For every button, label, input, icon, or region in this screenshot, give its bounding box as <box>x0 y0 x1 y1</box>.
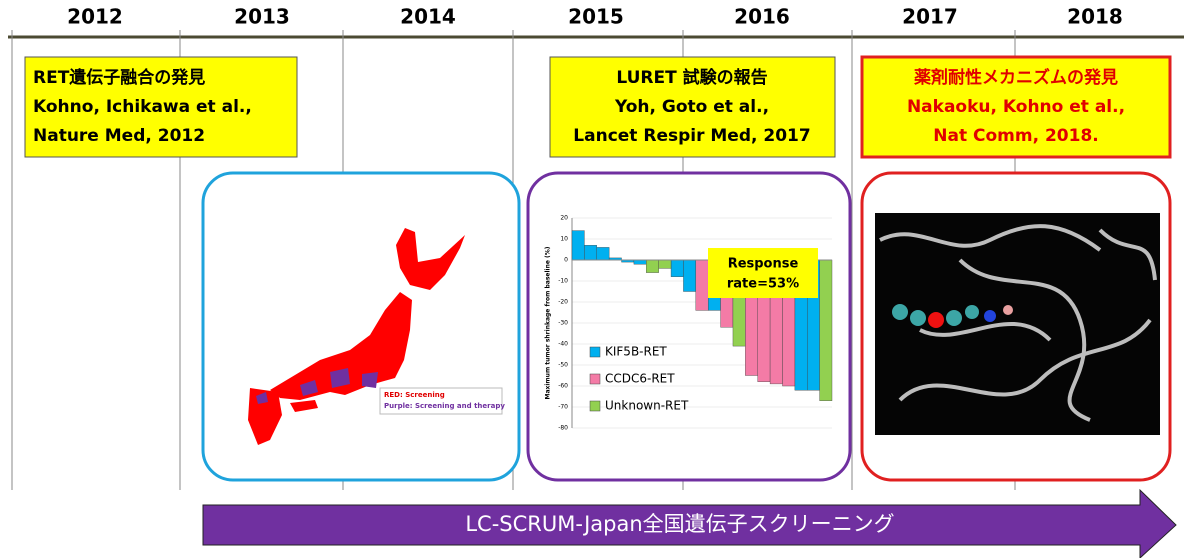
legend-swatch <box>590 401 600 411</box>
y-tick-label: 0 <box>564 257 568 264</box>
bar <box>671 260 683 277</box>
year-label: 2016 <box>734 5 790 29</box>
year-label: 2013 <box>234 5 290 29</box>
annotation-text: rate=53% <box>727 277 799 292</box>
box-text: Nature Med, 2012 <box>33 126 205 146</box>
slide: RED: Screening Purple: Screening and the… <box>0 0 1184 558</box>
y-tick-label: -20 <box>558 299 568 306</box>
year-label: 2018 <box>1067 5 1123 29</box>
legend-swatch <box>590 347 600 357</box>
box-text: LURET 試験の報告 <box>616 67 767 88</box>
year-label: 2012 <box>67 5 123 29</box>
y-tick-label: -10 <box>558 278 568 285</box>
map-frame <box>203 173 519 480</box>
bar <box>683 260 695 292</box>
bar <box>696 260 708 310</box>
box-text: RET遺伝子融合の発見 <box>33 67 205 88</box>
y-tick-label: -80 <box>558 425 568 432</box>
y-tick-label: -60 <box>558 383 568 390</box>
year-label: 2017 <box>902 5 958 29</box>
year-label: 2015 <box>568 5 624 29</box>
box-text: Nakaoku, Kohno et al., <box>907 97 1125 117</box>
y-axis-label: Maximum tumor shrinkage from baseline (%… <box>545 246 552 399</box>
bar <box>659 260 671 268</box>
bar <box>597 247 609 260</box>
y-tick-label: -50 <box>558 362 568 369</box>
box-text: Nat Comm, 2018. <box>933 126 1098 146</box>
y-tick-label: -70 <box>558 404 568 411</box>
legend-swatch <box>590 374 600 384</box>
legend-label: Unknown-RET <box>605 399 689 413</box>
box-text: Lancet Respir Med, 2017 <box>573 126 810 146</box>
y-tick-label: 10 <box>560 236 568 243</box>
map-legend: RED: Screening <box>384 391 445 399</box>
map-legend: Purple: Screening and therapy <box>384 402 505 410</box>
y-tick-label: 20 <box>560 215 568 222</box>
banner-label: LC-SCRUM-Japan全国遺伝子スクリーニング <box>465 512 894 536</box>
box-text: Yoh, Goto et al., <box>614 97 769 117</box>
annotation-text: Response <box>728 257 799 272</box>
bar <box>584 245 596 260</box>
y-tick-label: -30 <box>558 320 568 327</box>
bar <box>820 260 832 401</box>
bar <box>634 260 646 264</box>
box-text: Kohno, Ichikawa et al., <box>33 97 252 117</box>
box-text: 薬剤耐性メカニズムの発見 <box>914 67 1118 88</box>
y-tick-label: -40 <box>558 341 568 348</box>
legend-label: KIF5B-RET <box>605 345 667 359</box>
bar <box>572 231 584 260</box>
year-label: 2014 <box>400 5 456 29</box>
legend-label: CCDC6-RET <box>605 372 675 386</box>
bar <box>646 260 658 273</box>
